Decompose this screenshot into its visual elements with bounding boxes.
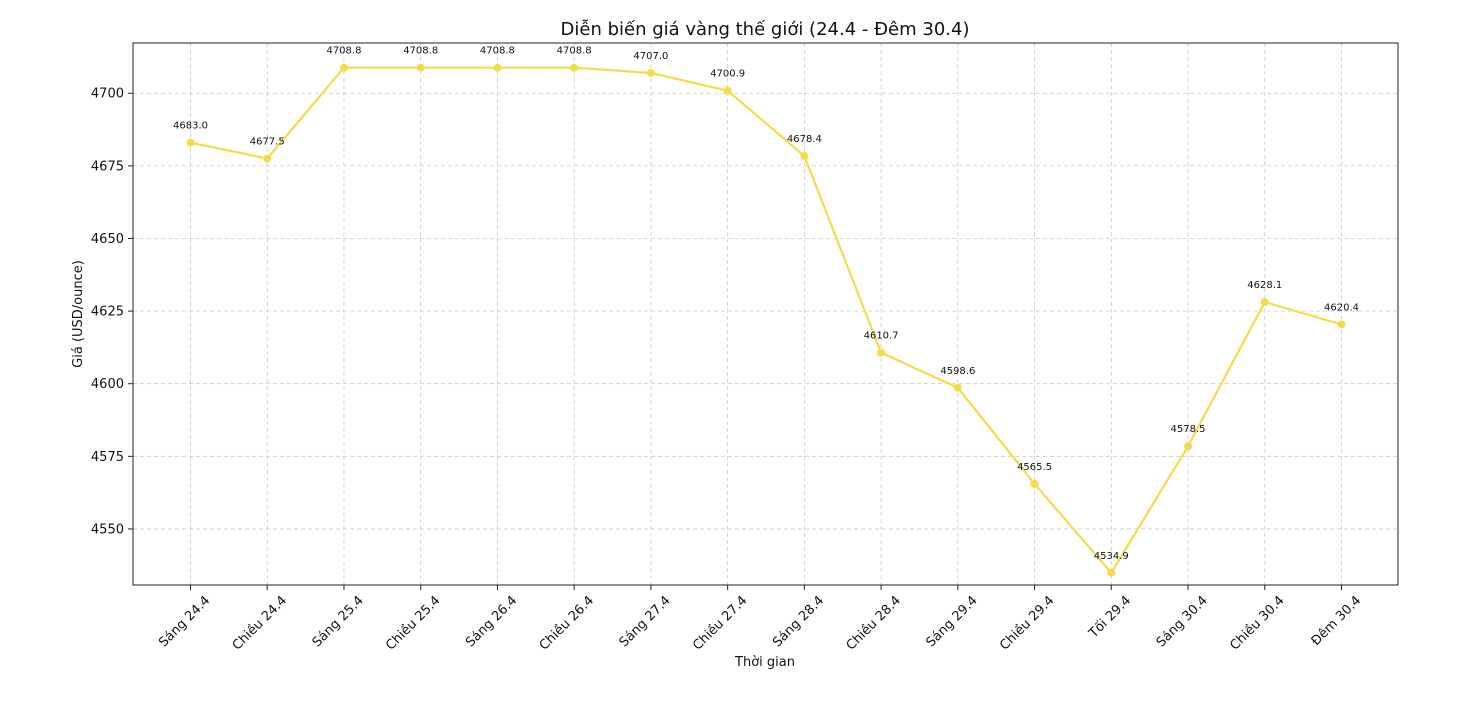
data-point xyxy=(1107,568,1116,577)
data-label: 4578.5 xyxy=(1171,424,1206,435)
data-point xyxy=(570,63,579,72)
data-point xyxy=(493,63,502,72)
data-label: 4598.6 xyxy=(940,366,975,377)
y-tick-label: 4550 xyxy=(91,522,124,537)
data-point xyxy=(877,348,886,357)
series-gold-price xyxy=(186,63,1346,577)
y-axis-label: Giá (USD/ounce) xyxy=(71,260,86,368)
y-axis-ticks: 4550 4575 4600 4625 4650 4675 4700 xyxy=(91,87,133,537)
y-tick-label: 4650 xyxy=(91,232,124,247)
data-label: 4708.8 xyxy=(557,46,592,57)
data-label: 4683.0 xyxy=(173,121,208,132)
data-point xyxy=(723,86,732,95)
data-label: 4708.8 xyxy=(326,46,361,57)
data-label: 4610.7 xyxy=(864,331,899,342)
plot-frame xyxy=(132,42,1399,586)
data-point xyxy=(416,63,425,72)
y-tick-label: 4600 xyxy=(91,377,124,392)
data-label: 4677.5 xyxy=(250,137,285,148)
data-label: 4708.8 xyxy=(480,46,515,57)
data-label: 4534.9 xyxy=(1094,551,1129,562)
y-tick-label: 4625 xyxy=(91,305,124,320)
data-label: 4678.4 xyxy=(787,134,822,145)
x-axis-label: Thời gian xyxy=(734,655,795,670)
series-line xyxy=(190,66,1342,574)
y-tick-label: 4700 xyxy=(91,87,124,102)
y-tick-label: 4675 xyxy=(91,159,124,174)
data-label: 4620.4 xyxy=(1324,302,1359,313)
data-point xyxy=(646,68,655,77)
data-point xyxy=(1337,320,1346,329)
data-point xyxy=(339,63,348,72)
data-point xyxy=(1260,298,1269,307)
data-label: 4628.1 xyxy=(1247,280,1282,291)
data-labels: 4683.0 4677.5 4708.8 4708.8 4708.8 4708.8 4707… xyxy=(173,46,1359,562)
y-tick-label: 4575 xyxy=(91,450,124,465)
data-point xyxy=(1030,479,1039,488)
data-label: 4700.9 xyxy=(710,69,745,80)
data-point xyxy=(953,383,962,392)
data-point xyxy=(263,154,272,163)
data-label: 4565.5 xyxy=(1017,462,1052,473)
data-label: 4708.8 xyxy=(403,46,438,57)
data-point xyxy=(186,138,195,147)
grid xyxy=(133,43,1398,585)
data-point xyxy=(800,151,809,160)
data-point xyxy=(1184,442,1193,451)
data-label: 4707.0 xyxy=(633,51,668,62)
chart-title: Diễn biến giá vàng thế giới (24.4 - Đêm … xyxy=(561,19,970,40)
